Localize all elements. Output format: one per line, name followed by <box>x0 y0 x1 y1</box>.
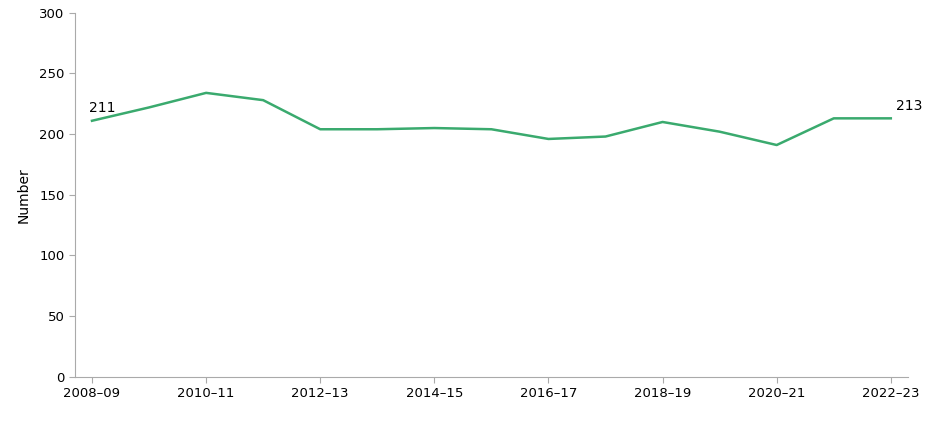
Text: 213: 213 <box>897 99 923 113</box>
Text: 211: 211 <box>89 101 116 116</box>
Y-axis label: Number: Number <box>17 167 31 223</box>
